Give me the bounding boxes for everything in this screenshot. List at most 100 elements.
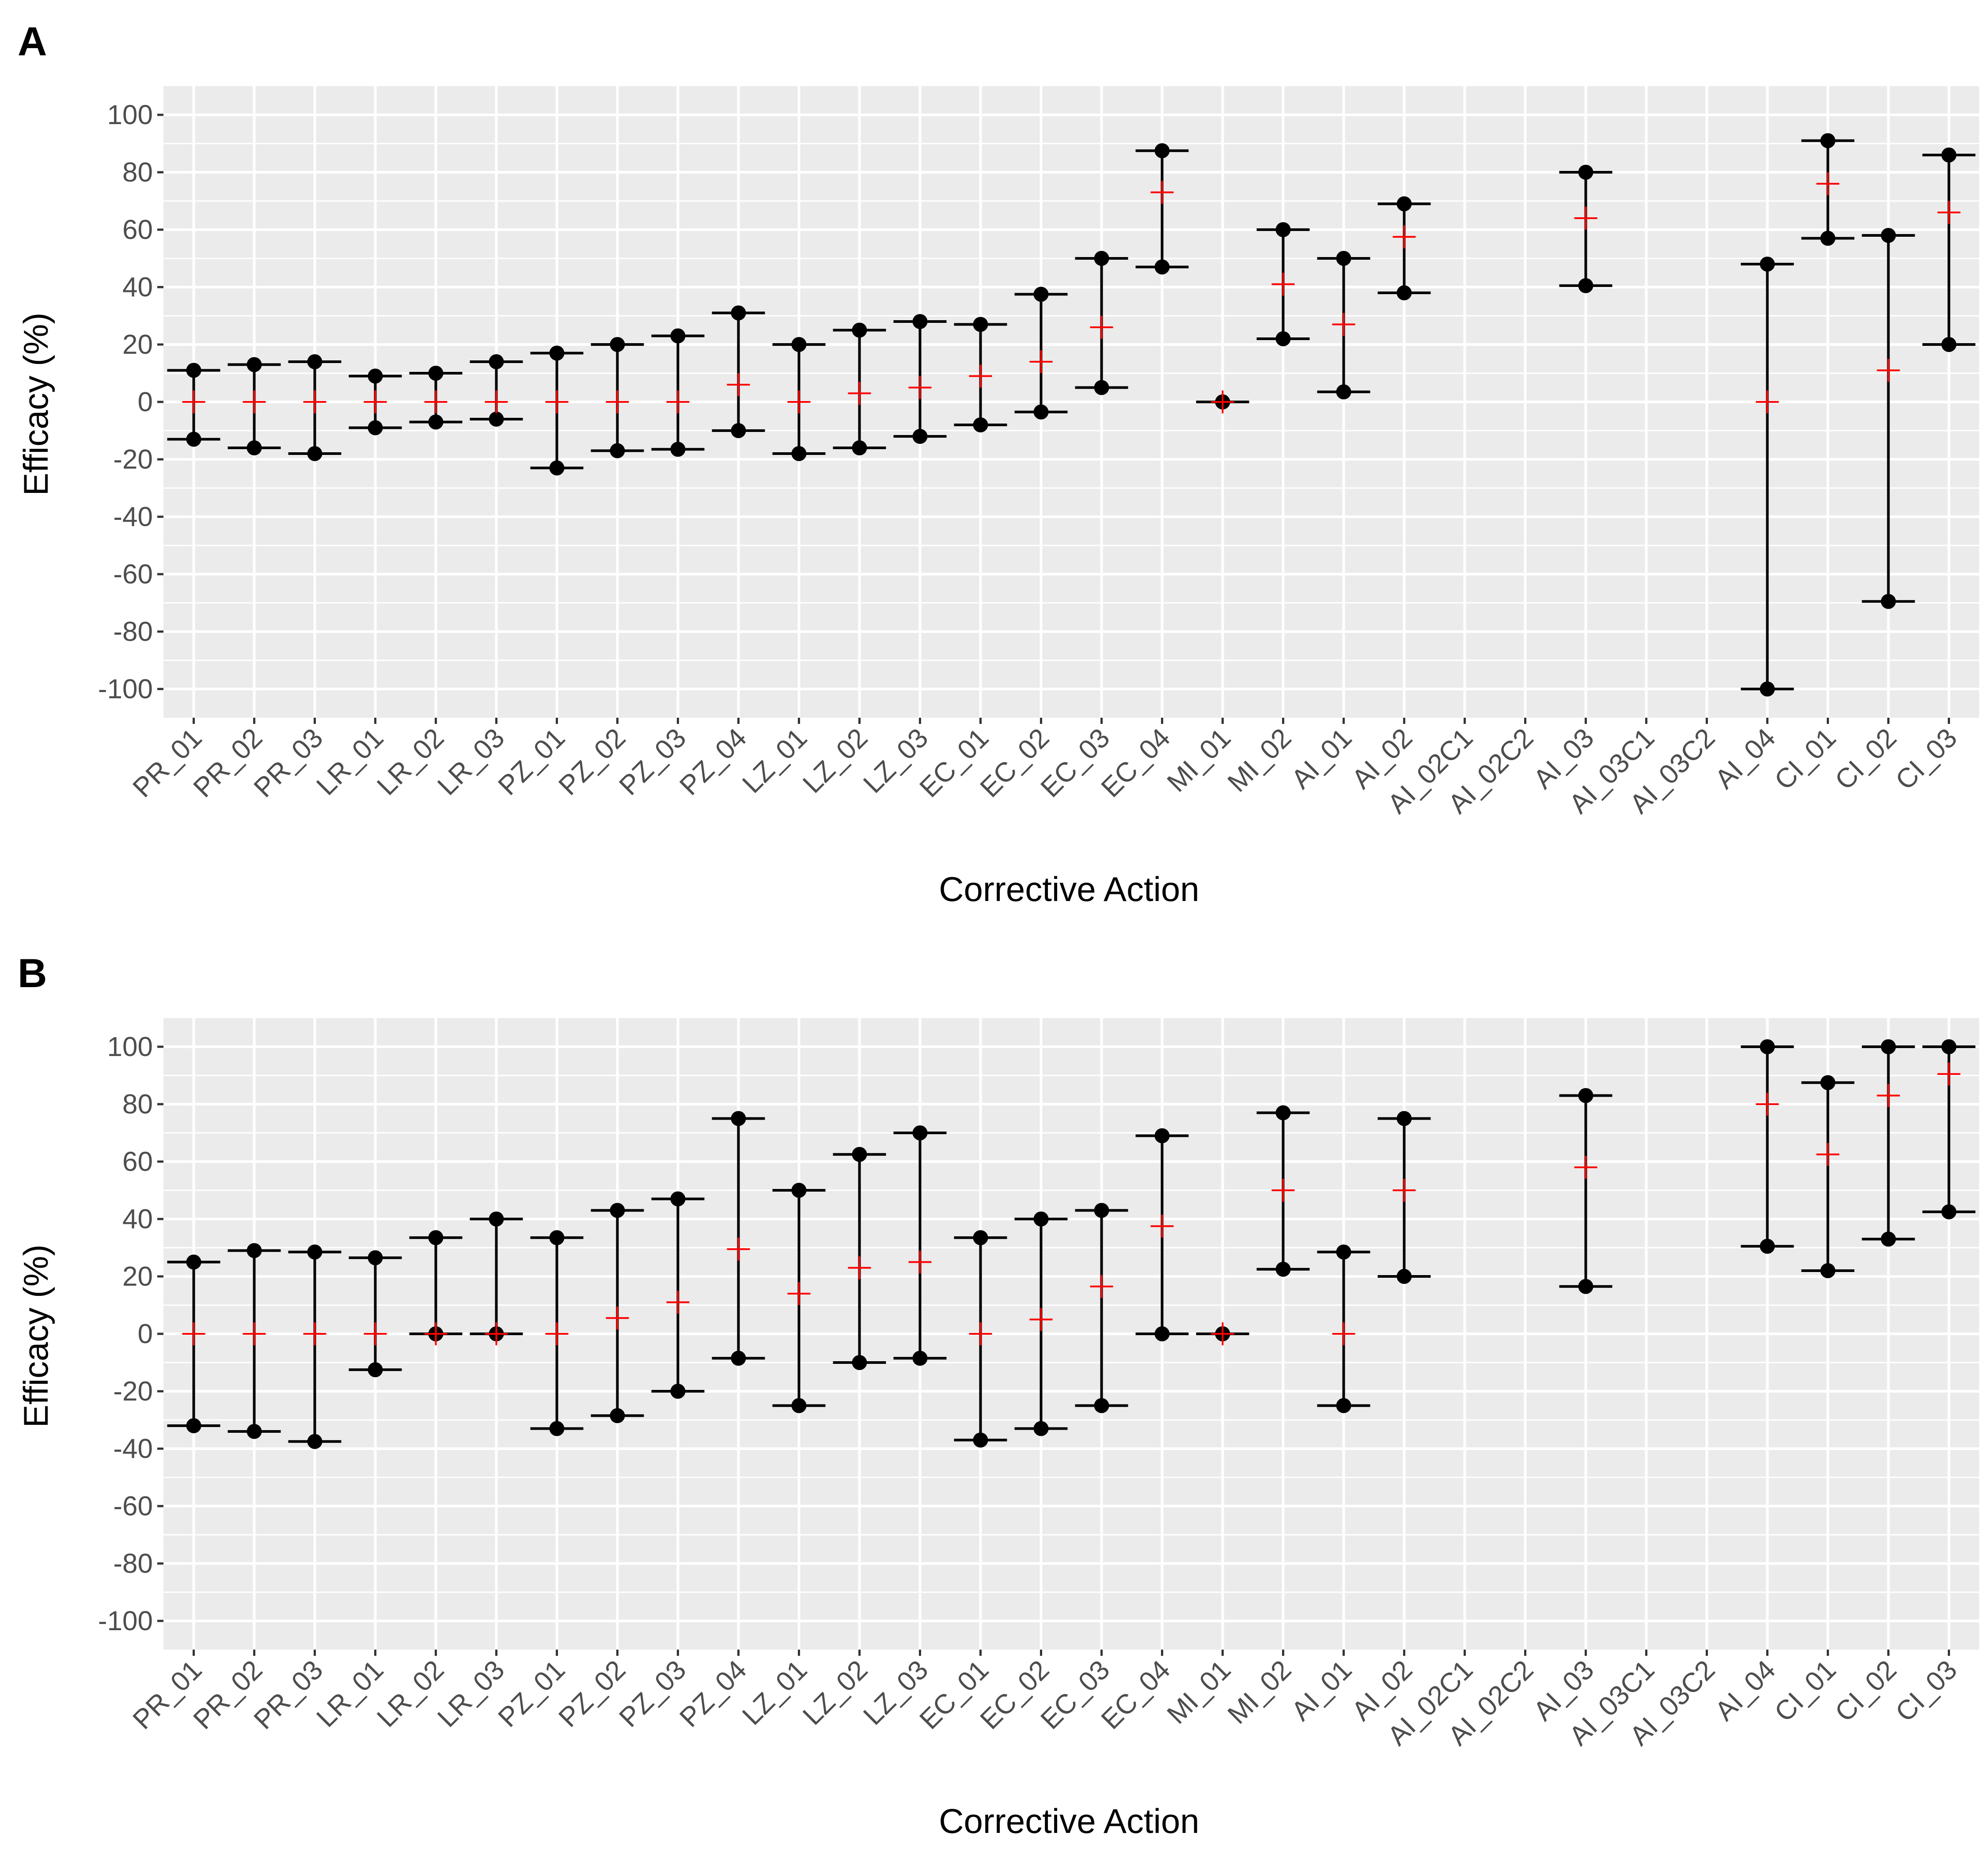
upper-point-a	[1154, 143, 1170, 159]
upper-point-a	[852, 322, 867, 338]
lower-point-b	[1760, 1238, 1775, 1254]
y-tick-label-b: -40	[113, 1434, 153, 1464]
lower-point-a	[1760, 681, 1775, 697]
upper-point-b	[1033, 1211, 1049, 1227]
x-tick-label-a: CI_02	[1829, 723, 1903, 796]
upper-point-b	[368, 1250, 383, 1265]
x-tick-label-b: PR_03	[248, 1654, 329, 1735]
x-tick-label-a: PZ_03	[613, 723, 692, 801]
x-tick-label-a: EC_02	[975, 723, 1055, 803]
x-tick-label-b: PR_01	[127, 1654, 208, 1735]
lower-point-a	[307, 446, 322, 461]
x-tick-label-a: AI_01	[1286, 723, 1358, 795]
upper-point-a	[1275, 222, 1291, 237]
upper-point-a	[549, 345, 565, 361]
x-axis-title-a: Corrective Action	[939, 870, 1199, 909]
x-tick-label-a: EC_01	[914, 723, 995, 803]
upper-point-a	[912, 314, 928, 329]
upper-point-a	[791, 337, 807, 352]
x-tick-label-a: PR_02	[188, 723, 269, 803]
x-tick-label-b: AI_04	[1709, 1654, 1781, 1726]
x-tick-label-b: LR_02	[371, 1654, 450, 1733]
lower-point-b	[610, 1408, 625, 1423]
x-tick-label-a: CI_03	[1890, 723, 1963, 796]
x-tick-label-b: PZ_04	[674, 1654, 752, 1733]
lower-point-a	[1578, 278, 1593, 293]
x-tick-label-b: LZ_01	[736, 1654, 813, 1731]
x-tick-label-b: CI_02	[1829, 1654, 1903, 1728]
y-tick-label-b: 0	[138, 1319, 153, 1349]
upper-point-b	[1881, 1039, 1896, 1054]
lower-point-b	[1396, 1269, 1412, 1284]
x-tick-label-b: LZ_02	[797, 1654, 873, 1731]
upper-point-b	[1094, 1203, 1109, 1218]
x-tick-label-b: LR_01	[311, 1654, 389, 1733]
lower-point-b	[1094, 1398, 1109, 1413]
lower-point-b	[1941, 1204, 1957, 1219]
x-tick-label-b: MI_02	[1222, 1654, 1298, 1730]
upper-point-b	[549, 1230, 565, 1246]
y-tick-label-b: -80	[113, 1548, 153, 1579]
lower-point-b	[1881, 1231, 1896, 1247]
lower-point-b	[186, 1418, 201, 1433]
upper-point-a	[1578, 165, 1593, 180]
y-tick-label-b: -60	[113, 1491, 153, 1522]
lower-point-b	[307, 1434, 322, 1449]
upper-point-b	[852, 1147, 867, 1162]
lower-point-b	[1578, 1279, 1593, 1294]
x-tick-label-a: MI_01	[1161, 723, 1237, 798]
upper-point-b	[186, 1254, 201, 1270]
x-tick-label-b: MI_01	[1161, 1654, 1237, 1730]
lower-point-a	[731, 423, 746, 438]
lower-point-b	[1820, 1263, 1836, 1278]
x-tick-label-a: PZ_01	[492, 723, 571, 801]
x-tick-label-a: PZ_04	[674, 723, 752, 801]
lower-point-a	[1154, 259, 1170, 275]
panel-b: 100 80 60 40 20 0 -20 -40 -60 -80 -100 PR_01PR_02PR…	[16, 951, 1979, 1840]
lower-point-a	[1275, 331, 1291, 346]
upper-point-b	[307, 1244, 322, 1260]
upper-point-b	[1820, 1075, 1836, 1090]
upper-point-b	[428, 1230, 444, 1246]
y-axis-title-b: Efficacy (%)	[16, 1245, 55, 1428]
x-tick-label-a: PZ_02	[553, 723, 631, 801]
lower-point-a	[1941, 337, 1957, 352]
upper-point-b	[489, 1211, 504, 1227]
y-tick-label-b: 100	[107, 1032, 153, 1062]
y-tick-label-a: 60	[122, 215, 153, 245]
y-tick-label-a: 20	[122, 329, 153, 360]
x-tick-label-b: PR_02	[188, 1654, 269, 1735]
x-tick-label-a: AI_04	[1709, 723, 1781, 795]
lower-point-a	[973, 417, 988, 432]
y-tick-label-a: 100	[107, 100, 153, 130]
lower-point-b	[247, 1424, 262, 1439]
upper-point-b	[791, 1183, 807, 1198]
x-tick-label-b: PZ_02	[553, 1654, 631, 1733]
y-tick-label-b: 20	[122, 1261, 153, 1292]
lower-point-a	[610, 443, 625, 458]
x-tick-label-b: LR_03	[432, 1654, 510, 1733]
x-tick-label-b: EC_03	[1035, 1654, 1116, 1735]
y-tick-label-b: 40	[122, 1204, 153, 1234]
lower-point-b	[791, 1398, 807, 1413]
x-tick-label-a: PR_03	[248, 723, 329, 803]
lower-point-b	[1154, 1326, 1170, 1341]
y-tick-label-b: -20	[113, 1376, 153, 1407]
lower-point-b	[731, 1351, 746, 1366]
lower-point-b	[1336, 1398, 1351, 1413]
upper-point-b	[610, 1203, 625, 1218]
x-tick-label-b: EC_02	[975, 1654, 1055, 1735]
upper-point-a	[1094, 251, 1109, 266]
upper-point-a	[1033, 287, 1049, 302]
upper-point-a	[1941, 148, 1957, 163]
panel-label-b: B	[18, 951, 47, 996]
lower-point-a	[1336, 384, 1351, 400]
y-tick-label-b: 80	[122, 1089, 153, 1120]
upper-point-a	[1881, 228, 1896, 243]
x-axis-title-b: Corrective Action	[939, 1802, 1199, 1840]
x-tick-label-a: PR_01	[127, 723, 208, 803]
upper-point-a	[610, 337, 625, 352]
x-tick-label-a: EC_03	[1035, 723, 1116, 803]
x-tick-label-b: EC_04	[1096, 1654, 1176, 1735]
upper-point-a	[247, 357, 262, 372]
